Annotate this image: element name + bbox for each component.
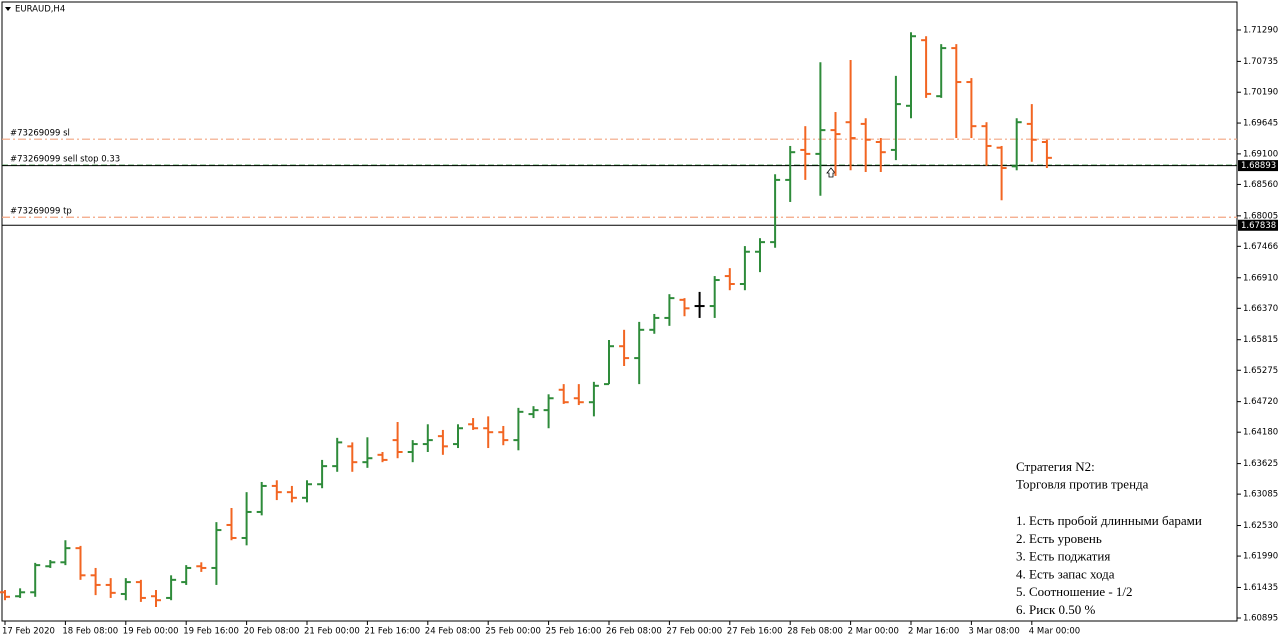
x-tick-label: 19 Feb 00:00 [123, 627, 179, 637]
y-tick-label: 1.61435 [1243, 583, 1278, 593]
price-label-box [1238, 219, 1278, 231]
y-tick-label: 1.65275 [1243, 366, 1278, 376]
y-tick-label: 1.69100 [1243, 149, 1278, 159]
x-tick-label: 21 Feb 00:00 [304, 627, 360, 637]
x-tick-label: 19 Feb 16:00 [183, 627, 239, 637]
y-tick-label: 1.70190 [1243, 88, 1278, 98]
y-tick-label: 1.71290 [1243, 26, 1278, 36]
x-tick-label: 17 Feb 2020 [2, 627, 55, 637]
y-tick-label: 1.69645 [1243, 119, 1278, 129]
annotation-heading: Торговля против тренда [1016, 476, 1149, 491]
trade-level-label: #73269099 sell stop 0.33 [10, 155, 120, 165]
x-tick-label: 4 Mar 00:00 [1029, 627, 1080, 637]
annotation-item: 5. Соотношение - 1/2 [1016, 584, 1133, 599]
plot-frame [1, 1, 1238, 622]
annotation-item: 1. Есть пробой длинными барами [1016, 513, 1202, 528]
x-tick-label: 26 Feb 08:00 [606, 627, 662, 637]
x-tick-label: 25 Feb 00:00 [485, 627, 541, 637]
y-tick-label: 1.67466 [1243, 242, 1278, 252]
price-label-box [1238, 160, 1278, 172]
y-tick-label: 1.63625 [1243, 459, 1278, 469]
y-tick-label: 1.70735 [1243, 57, 1278, 67]
y-tick-label: 1.65815 [1243, 335, 1278, 345]
annotation-item: 6. Риск 0.50 % [1016, 602, 1096, 617]
x-tick-label: 27 Feb 16:00 [727, 627, 783, 637]
x-tick-label: 25 Feb 16:00 [546, 627, 602, 637]
y-tick-label: 1.64720 [1243, 397, 1278, 407]
price-label: 1.68893 [1241, 161, 1276, 171]
annotation: Стратегия N2: Торговля против тренда 1. Ес… [1016, 459, 1202, 617]
x-tick-label: 2 Mar 00:00 [848, 627, 899, 637]
x-tick-label: 20 Feb 08:00 [244, 627, 300, 637]
x-tick-label: 24 Feb 08:00 [425, 627, 481, 637]
x-tick-label: 18 Feb 08:00 [62, 627, 118, 637]
annotation-item: 3. Есть поджатия [1016, 549, 1110, 564]
y-tick-label: 1.62530 [1243, 521, 1278, 531]
y-tick-label: 1.63085 [1243, 490, 1278, 500]
annotation-item: 4. Есть запас хода [1016, 566, 1115, 581]
annotation-item: 2. Есть уровень [1016, 531, 1102, 546]
symbol-menu-arrow[interactable] [5, 7, 11, 11]
price-label: 1.67838 [1241, 221, 1276, 231]
y-tick-label: 1.68560 [1243, 180, 1278, 190]
y-tick-label: 1.60895 [1243, 614, 1278, 624]
annotation-heading: Стратегия N2: [1016, 459, 1095, 474]
y-tick-label: 1.66910 [1243, 273, 1278, 283]
x-tick-label: 21 Feb 16:00 [364, 627, 420, 637]
x-tick-label: 2 Mar 16:00 [908, 627, 959, 637]
y-tick-label: 1.66370 [1243, 304, 1278, 314]
chart-title: EURAUD,H4 [15, 5, 65, 15]
x-tick-label: 3 Mar 08:00 [968, 627, 1019, 637]
y-tick-label: 1.64180 [1243, 428, 1278, 438]
x-tick-label: 27 Feb 00:00 [666, 627, 722, 637]
y-tick-label: 1.68005 [1243, 211, 1278, 221]
trade-level-label: #73269099 tp [10, 207, 72, 217]
x-tick-label: 28 Feb 08:00 [787, 627, 843, 637]
y-tick-label: 1.61990 [1243, 552, 1278, 562]
trade-level-label: #73269099 sl [10, 129, 70, 139]
